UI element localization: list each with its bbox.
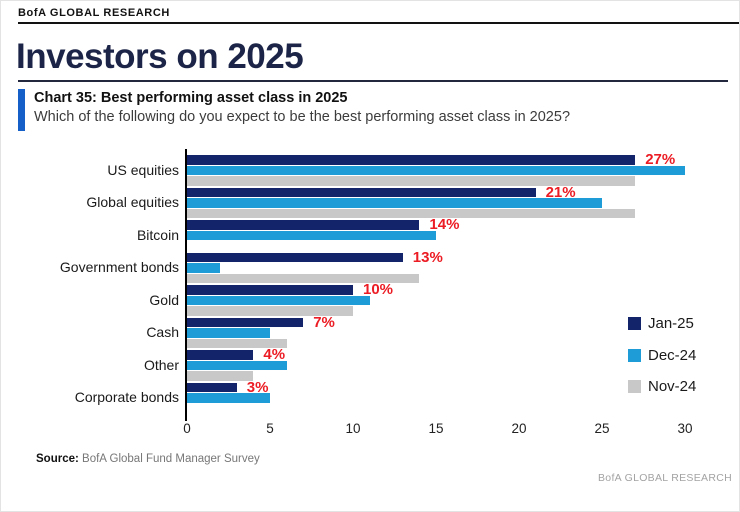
bar-jan-25-gold [187,285,353,295]
x-axis-tick-label-15: 15 [428,421,444,436]
bar-jan-25-us-equities [187,155,636,165]
category-label-corporate-bonds: Corporate bonds [74,389,179,406]
legend-item-dec-24: Dec-24 [628,347,696,364]
bar-nov-24-other [187,371,254,381]
source-note: Source: BofA Global Fund Manager Survey [36,453,260,465]
brand-footer: BofA GLOBAL RESEARCH [598,472,732,484]
bar-dec-24-bitcoin [187,230,436,241]
category-label-other: Other [143,356,179,373]
value-label-corporate-bonds: 3% [246,378,269,396]
value-label-government-bonds: 13% [412,248,443,266]
value-label-us-equities: 27% [645,151,676,168]
bar-dec-24-corporate-bonds [187,393,270,403]
bar-dec-24-global-equities [187,198,602,208]
bar-nov-24-cash [187,338,287,349]
legend-label-nov-24: Nov-24 [648,378,697,395]
bar-dec-24-cash [187,328,270,338]
category-label-global-equities: Global equities [86,194,179,211]
x-axis-tick-label-5: 5 [266,421,274,436]
source-text: BofA Global Fund Manager Survey [78,453,260,465]
bar-dec-24-government-bonds [187,263,221,273]
legend-swatch-dec-24 [628,348,641,362]
legend-label-dec-24: Dec-24 [648,346,697,364]
legend-swatch-jan-25 [628,317,641,330]
bar-dec-24-gold [187,295,370,306]
bar-nov-24-government-bonds [187,273,420,284]
legend-swatch-nov-24 [628,380,641,393]
value-label-gold: 10% [363,281,394,298]
bar-nov-24-us-equities [187,176,636,186]
bar-dec-24-us-equities [187,165,685,176]
x-axis-tick-label-20: 20 [511,421,527,436]
chart-accent-bar [18,89,25,131]
bar-jan-25-government-bonds [187,252,403,262]
legend-item-nov-24: Nov-24 [628,378,696,395]
bar-jan-25-global-equities [187,187,536,197]
x-axis-tick-label-30: 30 [677,421,693,436]
x-axis-tick-label-25: 25 [594,421,610,436]
bar-nov-24-global-equities [187,208,636,219]
title-divider [18,80,728,82]
bar-jan-25-cash [187,317,304,327]
x-axis-tick-label-10: 10 [345,421,361,436]
x-axis-zero-tick [185,415,187,421]
category-label-bitcoin: Bitcoin [136,226,179,243]
header-divider [18,22,739,24]
category-label-us-equities: US equities [107,161,179,178]
category-label-government-bonds: Government bonds [59,259,179,276]
value-label-global-equities: 21% [545,183,576,201]
category-label-cash: Cash [146,324,179,341]
bar-dec-24-other [187,360,287,371]
value-label-bitcoin: 14% [429,216,460,233]
page-title: Investors on 2025 [16,37,304,76]
legend-label-jan-25: Jan-25 [648,315,694,332]
bar-jan-25-corporate-bonds [187,382,237,392]
category-label-gold: Gold [149,291,179,308]
bar-nov-24-gold [187,306,353,316]
value-label-other: 4% [263,346,286,363]
y-axis-line [185,149,187,415]
bar-jan-25-other [187,350,254,360]
chart-title: Chart 35: Best performing asset class in… [34,90,348,106]
source-label: Source: [36,453,79,465]
brand-header: BofA GLOBAL RESEARCH [18,7,170,19]
bar-jan-25-bitcoin [187,220,420,230]
x-axis-tick-label-0: 0 [183,421,191,436]
value-label-cash: 7% [313,313,335,331]
chart-subtitle: Which of the following do you expect to … [34,109,571,125]
legend-item-jan-25: Jan-25 [628,315,694,332]
